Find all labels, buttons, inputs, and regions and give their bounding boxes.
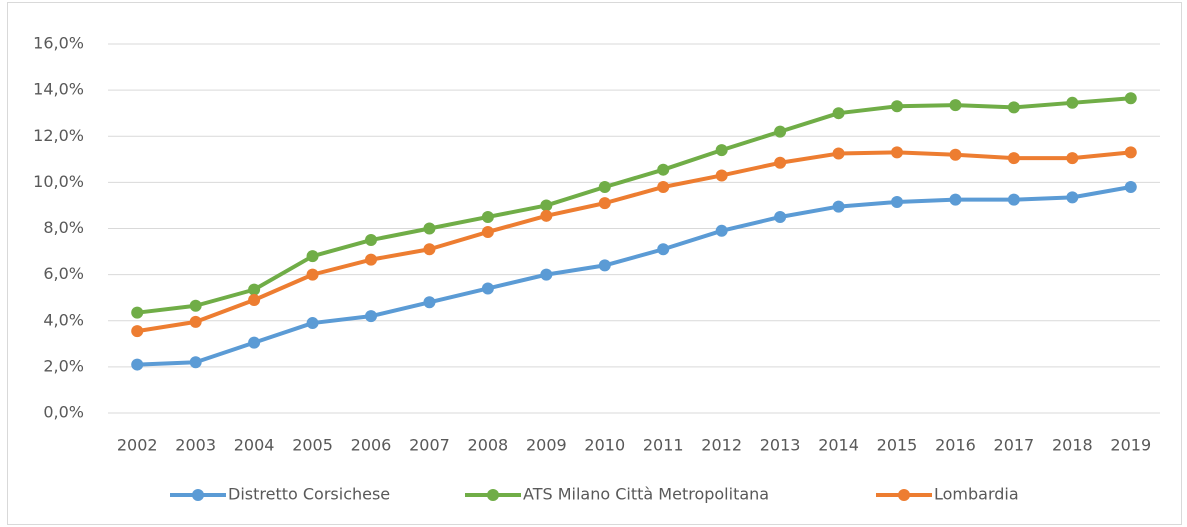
- series-marker: [949, 99, 962, 112]
- series-marker: [189, 299, 202, 312]
- legend-label: ATS Milano Città Metropolitana: [523, 485, 769, 504]
- series-marker: [306, 317, 319, 330]
- y-tick-label: 2,0%: [43, 356, 84, 375]
- x-tick-label: 2018: [1052, 436, 1093, 455]
- y-tick-label: 4,0%: [43, 310, 84, 329]
- x-tick-label: 2004: [234, 436, 275, 455]
- series-marker: [365, 234, 377, 247]
- series-marker: [365, 253, 377, 266]
- series-marker: [1007, 101, 1020, 114]
- y-tick-label: 16,0%: [33, 34, 84, 53]
- series-marker: [832, 200, 845, 213]
- series-marker: [657, 243, 670, 256]
- series-marker: [1066, 191, 1079, 204]
- y-tick-label: 12,0%: [33, 126, 84, 145]
- x-tick-label: 2003: [175, 436, 216, 455]
- series-marker: [306, 250, 319, 263]
- x-tick-label: 2015: [877, 436, 918, 455]
- series-marker: [774, 210, 787, 223]
- series-marker: [715, 224, 728, 237]
- x-tick-label: 2016: [935, 436, 976, 455]
- x-tick-label: 2019: [1110, 436, 1151, 455]
- y-tick-label: 14,0%: [33, 80, 84, 99]
- x-tick-label: 2011: [643, 436, 684, 455]
- x-tick-label: 2008: [468, 436, 509, 455]
- series-marker: [481, 282, 494, 295]
- series-marker: [248, 293, 261, 306]
- series-marker: [598, 197, 611, 210]
- series-line: [137, 185, 1132, 367]
- series-marker: [1124, 180, 1137, 193]
- series-marker: [949, 193, 962, 206]
- series-marker: [774, 125, 787, 138]
- y-tick-label: 8,0%: [43, 218, 84, 237]
- legend-marker: [898, 489, 910, 501]
- series-marker: [1007, 152, 1020, 165]
- series-marker: [891, 195, 903, 208]
- series-line: [136, 150, 1131, 334]
- y-tick-label: 0,0%: [43, 403, 84, 422]
- series-marker: [715, 169, 728, 182]
- series-marker: [423, 222, 436, 235]
- series-marker: [481, 225, 494, 238]
- series-marker: [774, 156, 787, 169]
- series-marker: [949, 148, 962, 161]
- series-marker: [832, 107, 845, 120]
- series-marker: [657, 163, 670, 176]
- x-tick-label: 2014: [818, 436, 859, 455]
- x-tick-label: 2013: [760, 436, 801, 455]
- legend-marker: [487, 489, 499, 501]
- x-tick-label: 2002: [117, 436, 158, 455]
- legend-label: Lombardia: [934, 485, 1019, 504]
- series-marker: [1124, 146, 1137, 159]
- series-marker: [891, 146, 903, 159]
- chart-border: [7, 2, 1182, 525]
- series-marker: [365, 310, 377, 323]
- series-marker: [891, 100, 903, 113]
- x-tick-label: 2007: [409, 436, 450, 455]
- x-tick-label: 2010: [584, 436, 625, 455]
- series-marker: [306, 268, 319, 281]
- series-marker: [598, 180, 611, 193]
- series-marker: [423, 296, 436, 309]
- y-tick-label: 6,0%: [43, 264, 84, 283]
- x-tick-label: 2006: [351, 436, 392, 455]
- series-marker: [598, 259, 611, 272]
- x-tick-label: 2012: [701, 436, 742, 455]
- series-marker: [1007, 193, 1020, 206]
- legend-label: Distretto Corsichese: [228, 485, 390, 504]
- series-marker: [1124, 92, 1137, 105]
- series-marker: [715, 144, 728, 157]
- series-marker: [248, 336, 261, 349]
- series-line: [136, 96, 1131, 315]
- series-marker: [131, 306, 144, 319]
- y-tick-label: 10,0%: [33, 172, 84, 191]
- x-tick-label: 2017: [994, 436, 1035, 455]
- series-marker: [1066, 96, 1079, 109]
- series-marker: [657, 180, 670, 193]
- series-marker: [1066, 152, 1079, 165]
- series-marker: [481, 210, 494, 223]
- series-marker: [832, 147, 845, 160]
- series-marker: [189, 356, 202, 369]
- series-marker: [131, 325, 144, 338]
- x-tick-label: 2005: [292, 436, 333, 455]
- series-marker: [540, 209, 553, 222]
- x-tick-label: 2009: [526, 436, 567, 455]
- series-marker: [540, 199, 553, 212]
- series-marker: [540, 268, 553, 281]
- series-marker: [248, 283, 261, 296]
- legend-marker: [192, 489, 204, 501]
- series-marker: [131, 358, 144, 371]
- series-marker: [423, 243, 436, 256]
- series-marker: [189, 315, 202, 328]
